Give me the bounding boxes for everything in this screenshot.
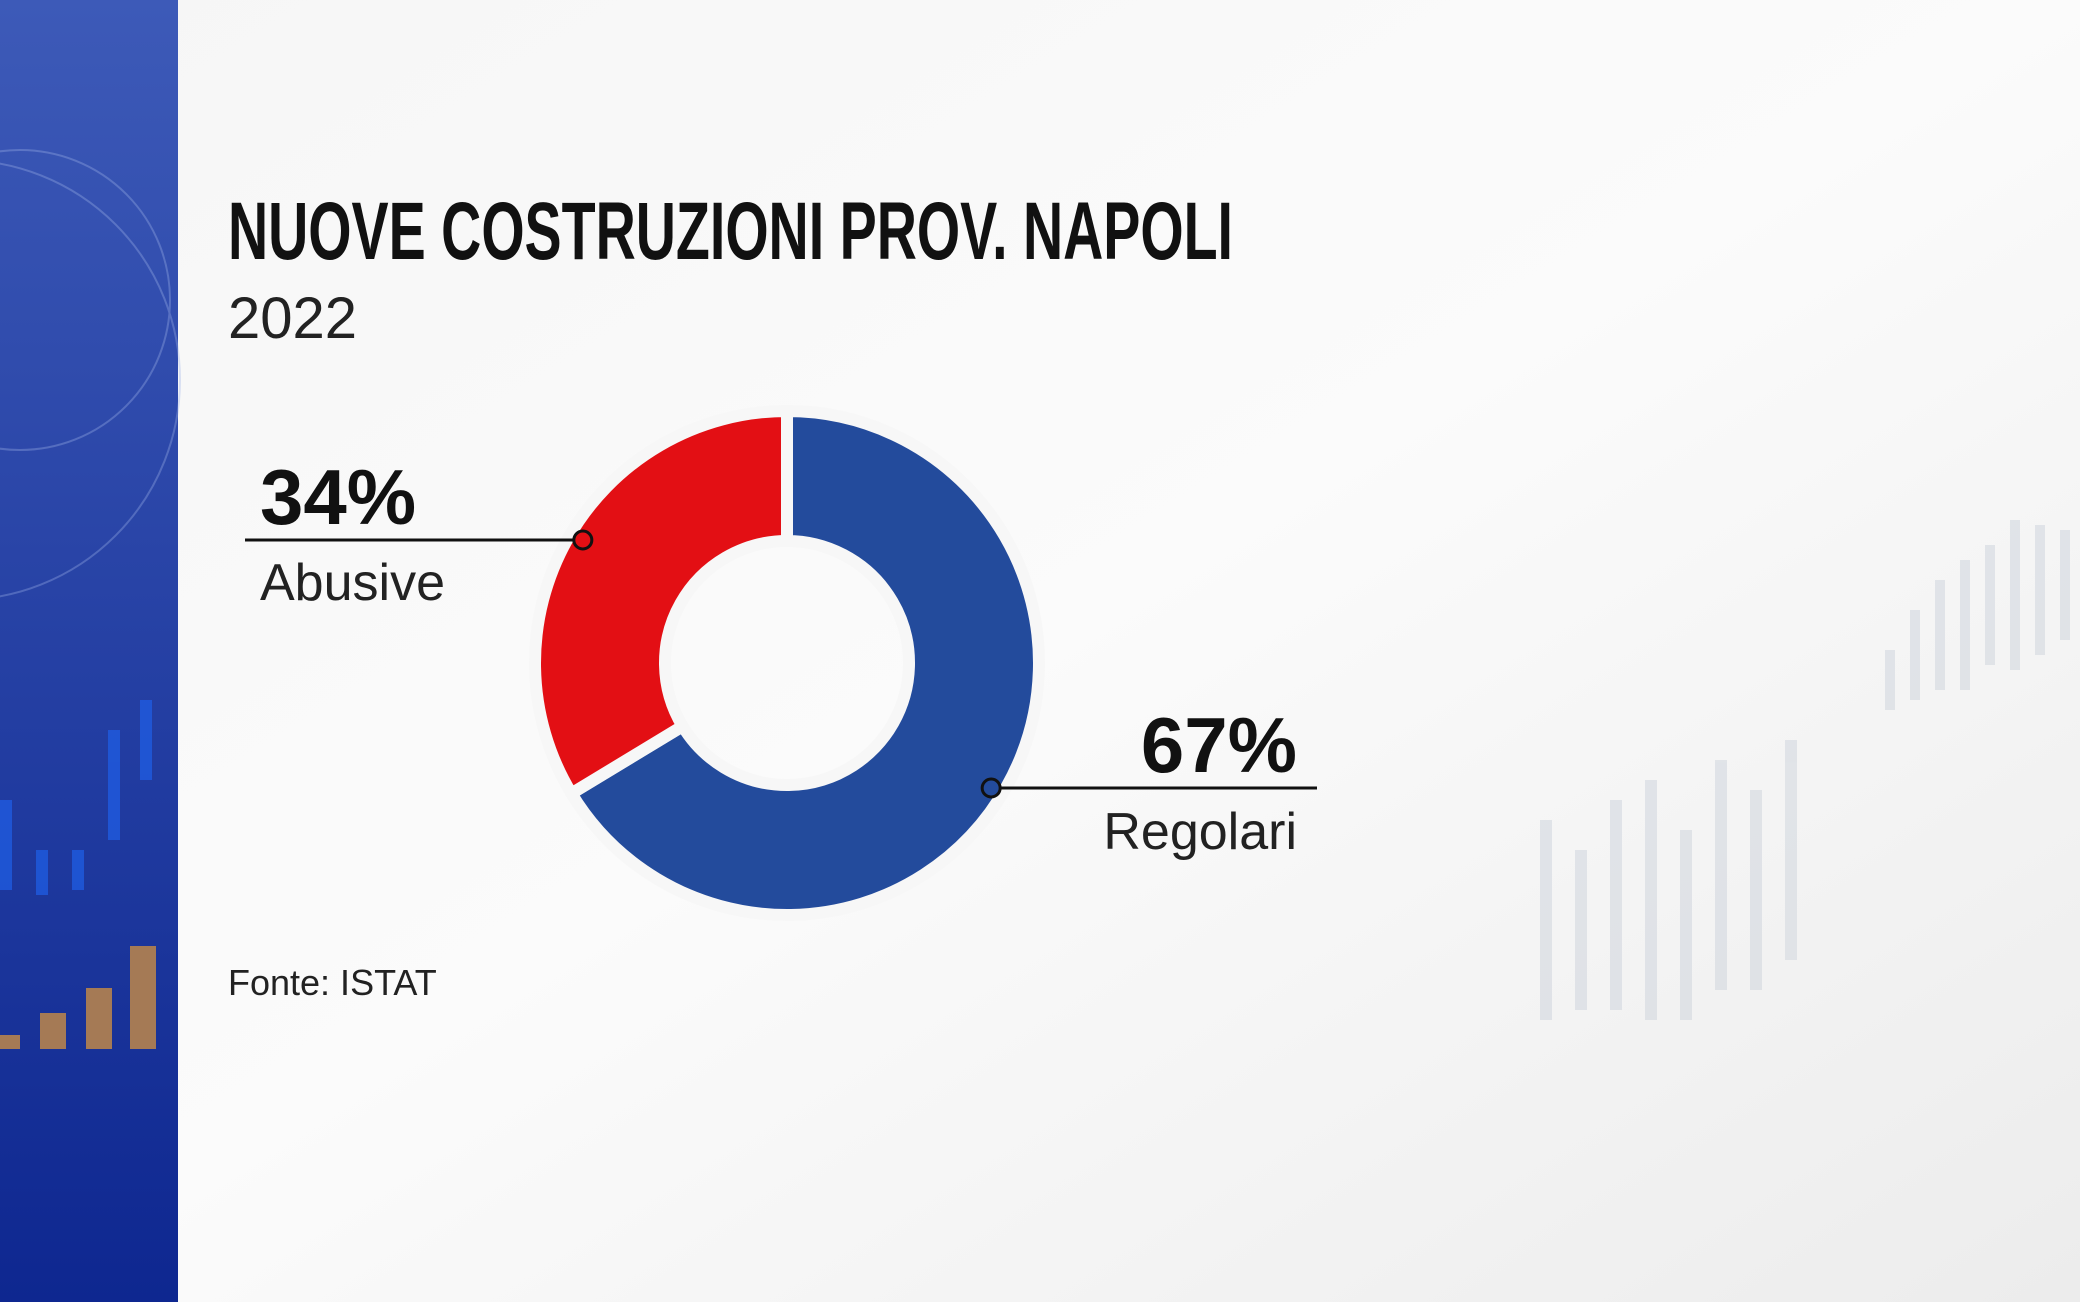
- side-bars: [0, 946, 156, 1049]
- donut-slice: [563, 404, 1045, 921]
- leader-dot: [572, 529, 594, 551]
- category-label: Abusive: [260, 554, 445, 612]
- donut-slice: [529, 404, 793, 802]
- side-panel: [0, 0, 178, 1302]
- value-label: 67%: [1141, 701, 1297, 789]
- source: Fonte: ISTAT: [228, 962, 437, 1003]
- chart-title: NUOVE COSTRUZIONI PROV. NAPOLI: [228, 186, 1233, 277]
- chart-subtitle: 2022: [228, 286, 357, 351]
- leader-dot: [980, 777, 1002, 799]
- side-candles: [0, 700, 152, 895]
- category-label: Regolari: [1103, 803, 1297, 861]
- background-candles: [1540, 520, 2070, 1020]
- value-label: 34%: [260, 453, 416, 541]
- side-decoration: [0, 149, 181, 598]
